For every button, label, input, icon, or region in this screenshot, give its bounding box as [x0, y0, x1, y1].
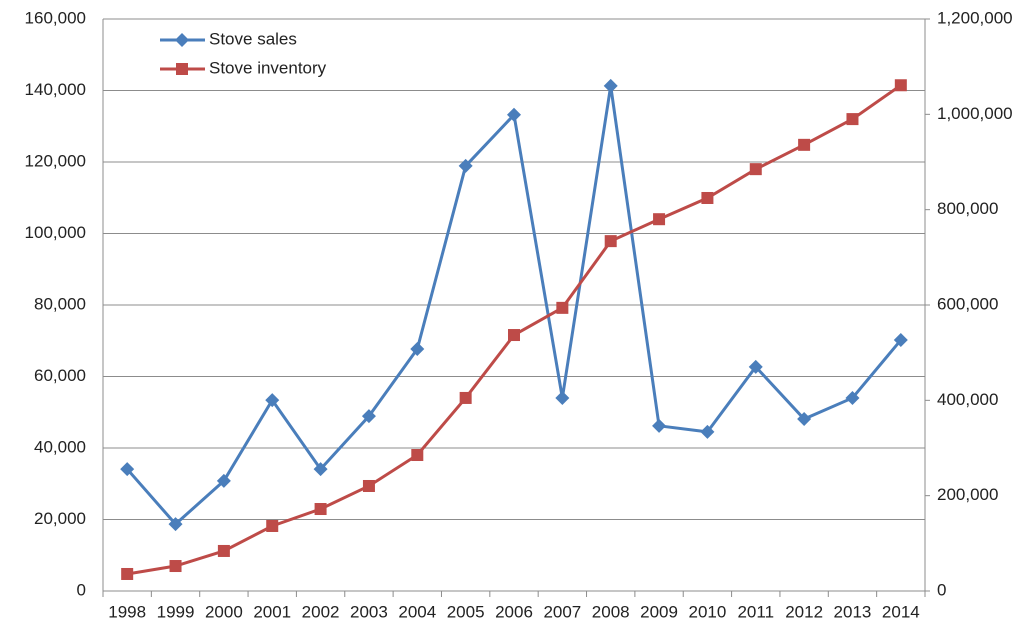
point	[121, 567, 134, 580]
point	[120, 462, 135, 477]
y-tick-label: 60,000	[34, 366, 86, 385]
point	[893, 333, 908, 348]
x-tick-label: 1999	[157, 602, 195, 621]
y2-tick-label: 600,000	[937, 294, 998, 313]
point	[846, 113, 859, 126]
point	[845, 390, 860, 405]
x-tick-label: 2009	[640, 602, 678, 621]
point	[700, 424, 715, 439]
point	[701, 191, 714, 204]
y2-tick-label: 400,000	[937, 390, 998, 409]
x-tick-label: 2008	[592, 602, 630, 621]
point	[652, 418, 667, 433]
x-tick-label: 2005	[447, 602, 485, 621]
legend-label: Stove inventory	[209, 58, 327, 77]
point	[216, 473, 231, 488]
x-tick-label: 2001	[253, 602, 291, 621]
point	[459, 391, 472, 404]
y-tick-label: 120,000	[25, 151, 86, 170]
point	[314, 503, 327, 516]
point	[653, 213, 666, 226]
x-tick-label: 2003	[350, 602, 388, 621]
point	[508, 329, 520, 342]
x-tick-label: 2007	[543, 602, 581, 621]
point	[604, 235, 617, 248]
point	[411, 449, 424, 462]
point	[265, 393, 280, 408]
x-tick-label: 1998	[108, 602, 146, 621]
point	[894, 79, 907, 92]
y-tick-label: 160,000	[25, 8, 86, 27]
x-tick-label: 2013	[834, 602, 872, 621]
point	[168, 517, 183, 532]
legend-marker	[176, 63, 188, 75]
y2-tick-label: 1,200,000	[937, 8, 1013, 27]
x-tick-label: 2014	[882, 602, 920, 621]
x-tick-label: 2006	[495, 602, 533, 621]
point	[556, 301, 569, 314]
y-tick-label: 100,000	[25, 223, 86, 242]
legend-label: Stove sales	[209, 29, 297, 48]
y2-tick-label: 1,000,000	[937, 104, 1013, 123]
point	[313, 462, 328, 477]
point	[217, 544, 230, 557]
x-tick-label: 2004	[398, 602, 436, 621]
point	[797, 412, 812, 427]
y-tick-label: 0	[77, 580, 86, 599]
point	[798, 138, 811, 151]
y-tick-label: 20,000	[34, 509, 86, 528]
y-tick-label: 80,000	[34, 294, 86, 313]
point	[266, 519, 279, 532]
x-tick-label: 2000	[205, 602, 243, 621]
point	[555, 390, 570, 405]
point	[361, 409, 376, 424]
point	[169, 560, 182, 573]
y2-tick-label: 0	[937, 580, 946, 599]
y2-tick-label: 800,000	[937, 199, 998, 218]
x-tick-label: 2011	[737, 602, 774, 621]
legend-marker	[175, 33, 189, 47]
x-tick-label: 2010	[688, 602, 726, 621]
point	[410, 341, 425, 356]
y-tick-label: 40,000	[34, 437, 86, 456]
point	[603, 78, 618, 93]
point	[507, 107, 521, 122]
x-tick-label: 2012	[785, 602, 823, 621]
point	[749, 163, 762, 176]
y-tick-label: 140,000	[25, 80, 86, 99]
y2-tick-label: 200,000	[937, 485, 998, 504]
point	[458, 158, 473, 173]
x-tick-label: 2002	[302, 602, 340, 621]
point	[748, 359, 763, 374]
point	[362, 479, 375, 492]
